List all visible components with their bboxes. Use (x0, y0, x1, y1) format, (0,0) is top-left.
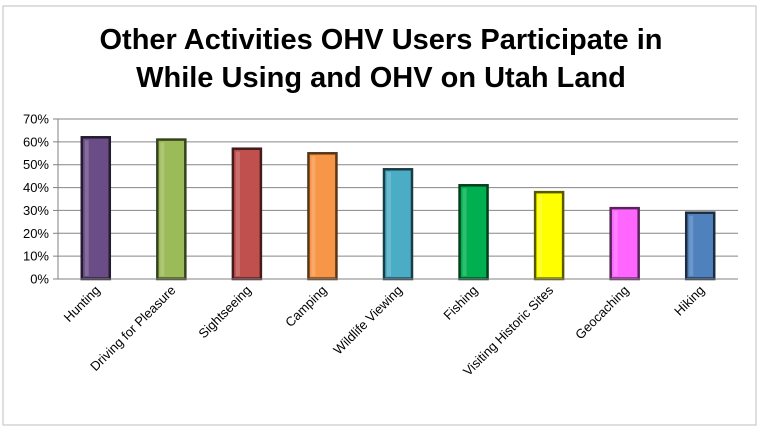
bar-highlight (462, 188, 467, 276)
y-tick-label: 30% (23, 203, 49, 218)
chart-title-line-2: While Using and OHV on Utah Land (136, 62, 626, 94)
bars (80, 136, 716, 281)
bar-highlight (160, 142, 165, 276)
y-tick-label: 10% (23, 249, 49, 264)
bar-highlight (689, 215, 694, 276)
y-tick-label: 40% (23, 180, 49, 195)
y-tick-label: 20% (23, 226, 49, 241)
bar-highlight (613, 211, 618, 276)
bar (231, 147, 263, 281)
bar (609, 206, 640, 281)
bar-highlight (387, 172, 391, 276)
bar-highlight (311, 156, 316, 276)
bar-highlight (84, 140, 89, 276)
bar (533, 190, 565, 281)
y-tick-label: 70% (23, 112, 49, 127)
chart-title-line-1: Other Activities OHV Users Participate i… (99, 24, 662, 56)
bar (458, 184, 489, 281)
bar (684, 211, 716, 281)
bar-highlight (538, 195, 543, 276)
y-tick-label: 50% (23, 157, 49, 172)
bar (80, 136, 112, 281)
y-tick-label: 0% (30, 272, 49, 287)
y-axis-ticks: 0% 10% 20% 30% 40% 50% 60% 70% (23, 112, 58, 287)
y-tick-label: 60% (23, 134, 49, 149)
bar-highlight (235, 151, 240, 276)
bar (156, 138, 187, 281)
